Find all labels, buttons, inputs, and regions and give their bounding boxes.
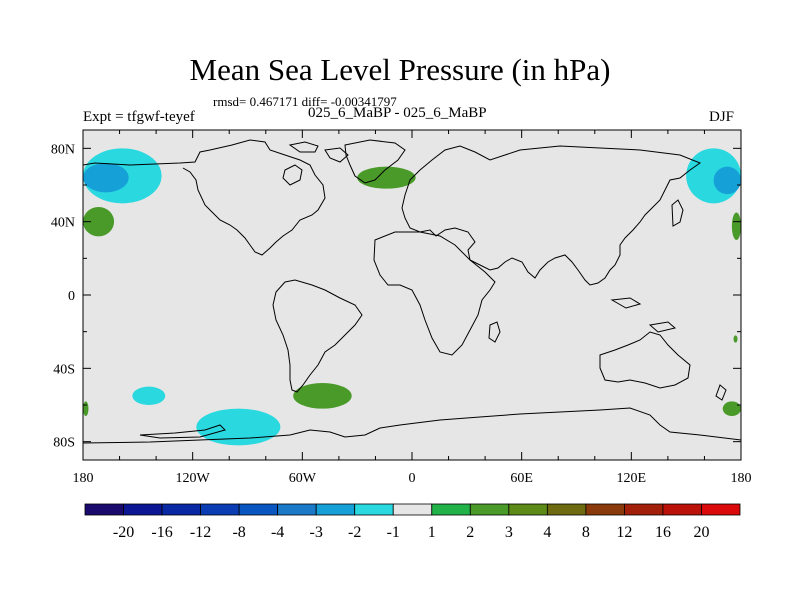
colorbar-label: 3 bbox=[505, 524, 513, 541]
anomaly-region-5 bbox=[731, 212, 741, 240]
colorbar-swatch bbox=[315, 503, 356, 516]
madagascar-coast bbox=[488, 321, 501, 343]
indonesia-islands bbox=[610, 297, 677, 333]
colorbar: -20 -16 -12 -8 -4 -3 -2 -1 1 2 3 4 8 12 16 20 bbox=[84, 503, 741, 541]
x-axis-tick-labels: 180 120W 60W 0 60E 120E 180 bbox=[73, 471, 752, 486]
comparison-label: 025_6_MaBP - 025_6_MaBP bbox=[308, 105, 487, 121]
colorbar-label: 8 bbox=[582, 524, 590, 541]
arctic-islands bbox=[288, 141, 349, 163]
antarctica-coast bbox=[83, 407, 741, 444]
colorbar-label: -4 bbox=[271, 524, 284, 541]
colorbar-label: 20 bbox=[693, 524, 709, 541]
x-tick-label: 60W bbox=[289, 471, 317, 486]
anomaly-contours bbox=[83, 148, 741, 446]
anomaly-region-10 bbox=[722, 401, 741, 416]
anomaly-region-6 bbox=[357, 166, 416, 189]
colorbar-swatch bbox=[624, 503, 664, 516]
colorbar-label: -12 bbox=[190, 524, 211, 541]
new-zealand-coast bbox=[715, 384, 727, 401]
x-tick-label: 120W bbox=[176, 471, 211, 486]
colorbar-swatch bbox=[84, 503, 124, 516]
colorbar-label: -20 bbox=[113, 524, 134, 541]
x-tick-label: 60E bbox=[510, 471, 533, 486]
anomaly-region-7 bbox=[132, 386, 166, 406]
colorbar-swatch bbox=[508, 503, 548, 516]
anomaly-region-12 bbox=[733, 335, 738, 343]
colorbar-swatch bbox=[662, 503, 702, 516]
colorbar-label: -2 bbox=[348, 524, 361, 541]
x-tick-label: 180 bbox=[73, 471, 94, 486]
x-tick-label: 120E bbox=[617, 471, 647, 486]
rmsd-diff-stats: rmsd= 0.467171 diff= -0.00341797 bbox=[213, 94, 397, 109]
experiment-label: Expt = tfgwf-teyef bbox=[83, 109, 195, 125]
colorbar-label: 4 bbox=[543, 524, 551, 541]
y-tick-label: 80N bbox=[51, 142, 75, 157]
colorbar-swatch bbox=[585, 503, 625, 516]
y-axis-tick-labels: 80N 40N 0 40S 80S bbox=[51, 142, 75, 450]
coastlines bbox=[83, 139, 741, 444]
north-america-coast bbox=[83, 139, 326, 256]
x-tick-label: 180 bbox=[731, 471, 752, 486]
greenland-coast bbox=[344, 139, 406, 184]
colorbar-swatch bbox=[431, 503, 471, 516]
hudson-bay-coast bbox=[282, 164, 303, 186]
colorbar-label: 1 bbox=[428, 524, 436, 541]
anomaly-region-8 bbox=[196, 408, 281, 446]
season-label: DJF bbox=[709, 109, 735, 125]
colorbar-swatch bbox=[200, 503, 240, 516]
colorbar-label: -8 bbox=[232, 524, 245, 541]
colorbar-swatch bbox=[277, 503, 317, 516]
anomaly-region-4 bbox=[83, 207, 115, 237]
colorbar-swatch bbox=[392, 503, 433, 516]
anomaly-region-1 bbox=[83, 163, 129, 193]
colorbar-label: -1 bbox=[387, 524, 400, 541]
y-tick-label: 40S bbox=[53, 362, 75, 377]
colorbar-swatch bbox=[469, 503, 510, 516]
colorbar-label: 2 bbox=[466, 524, 474, 541]
x-tick-label: 0 bbox=[409, 471, 416, 486]
antarctic-peninsula bbox=[139, 424, 226, 439]
y-tick-label: 80S bbox=[53, 436, 75, 451]
colorbar-swatch bbox=[123, 503, 163, 516]
australia-coast bbox=[599, 331, 691, 389]
japan-coast bbox=[671, 199, 684, 227]
anomaly-region-11 bbox=[83, 401, 89, 416]
anomaly-region-3 bbox=[713, 166, 741, 195]
anomaly-region-9 bbox=[293, 383, 352, 409]
colorbar-swatch bbox=[354, 503, 394, 516]
axis-ticks bbox=[82, 130, 742, 460]
y-tick-label: 0 bbox=[68, 289, 75, 304]
colorbar-label: -3 bbox=[310, 524, 323, 541]
plot-background bbox=[83, 130, 741, 460]
chart-title: Mean Sea Level Pressure (in hPa) bbox=[189, 52, 611, 87]
colorbar-label: 12 bbox=[616, 524, 632, 541]
colorbar-swatch bbox=[701, 503, 741, 516]
eurasia-coast bbox=[401, 145, 702, 286]
colorbar-label: 16 bbox=[655, 524, 671, 541]
y-tick-label: 40N bbox=[51, 216, 75, 231]
colorbar-label: -16 bbox=[151, 524, 172, 541]
africa-coast bbox=[373, 231, 496, 356]
colorbar-swatch bbox=[161, 503, 201, 516]
colorbar-swatch bbox=[546, 503, 587, 516]
colorbar-swatch bbox=[238, 503, 279, 516]
south-america-coast bbox=[272, 279, 363, 393]
